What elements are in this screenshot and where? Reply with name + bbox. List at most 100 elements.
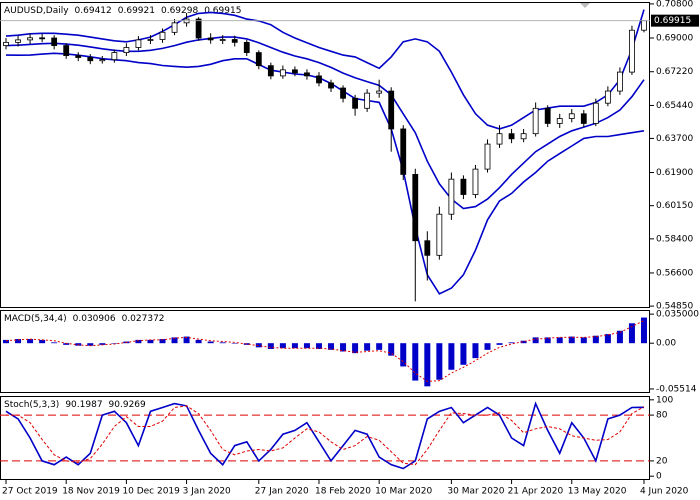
x-tick-label: 13 May 2020 (568, 487, 627, 497)
header-high: 0.69921 (118, 6, 155, 16)
candle-body (207, 37, 214, 41)
macd-bar (592, 335, 599, 344)
candle-body (51, 37, 58, 46)
candle-body (496, 133, 503, 145)
candle-body (568, 113, 575, 119)
candle-body (3, 41, 9, 46)
candle-body (340, 87, 346, 99)
candle-body (39, 37, 46, 40)
candle-body (123, 47, 130, 53)
macd-bar (448, 343, 455, 370)
panel-title: MACD(5,34,4) 0.030906 0.027372 (4, 314, 165, 324)
y-tick-label: 0.54850 (656, 302, 693, 312)
macd-bar (520, 340, 527, 344)
candle-body (508, 133, 515, 140)
y-tick-label: 0.035000 (656, 310, 699, 320)
macd-bar (364, 343, 371, 351)
candle-body (171, 22, 178, 33)
y-tick-label: -0.05514 (656, 384, 697, 394)
shift-arrow (580, 3, 590, 8)
candle-body (629, 29, 635, 73)
macd-bar (616, 330, 623, 344)
macd-bar (219, 342, 226, 344)
candle-body (460, 178, 467, 195)
macd-bar (556, 337, 563, 344)
y-tick-label: 0.65440 (656, 101, 693, 111)
macd-bar (3, 339, 10, 344)
candle-body (580, 113, 587, 124)
candle-body (159, 31, 166, 40)
panel-frame (0, 396, 650, 480)
y-tick-label: 0.56600 (656, 268, 693, 278)
bollinger-band (5, 36, 645, 210)
signal-line (5, 320, 645, 382)
y-tick-label: 20 (656, 456, 668, 466)
candle-body (292, 69, 298, 74)
macd-bar (255, 343, 262, 348)
y-tick-label: 80 (656, 411, 668, 421)
candle-body (27, 37, 33, 41)
macd-bar (328, 343, 335, 350)
header-close: 0.69915 (204, 6, 241, 16)
candle-body (87, 57, 94, 62)
candle-body (231, 39, 238, 43)
macd-bar (424, 343, 431, 387)
x-tick-label: 21 Apr 2020 (508, 487, 564, 497)
y-tick-label: 100 (656, 395, 673, 405)
stoch-signal (6, 405, 645, 466)
macd-bar (243, 343, 250, 345)
y-tick-label: 0.63700 (656, 134, 693, 144)
macd-bar (183, 336, 190, 344)
macd-bar (376, 343, 383, 350)
candle-body (63, 45, 70, 57)
candle-body (604, 90, 611, 104)
candle-body (304, 72, 310, 77)
indicator-name: AUDUSD,Daily (4, 6, 69, 16)
x-tick-label: 27 Jan 2020 (255, 487, 309, 497)
macd-bar (171, 337, 178, 344)
candle-body (255, 52, 262, 67)
macd-bar (604, 334, 611, 344)
header-value: 90.9269 (109, 400, 146, 410)
macd-bar (27, 339, 34, 344)
stoch-main (5, 401, 645, 470)
candle-body (400, 128, 407, 175)
candle-body (472, 168, 479, 195)
macd-bar (544, 337, 551, 344)
panel-frame (0, 2, 650, 308)
macd-bar (436, 343, 443, 380)
macd-bar (340, 343, 347, 352)
macd-bar (15, 339, 22, 344)
macd-bar (279, 343, 286, 349)
price-tag-label: 0.69915 (654, 16, 691, 26)
candle-body (243, 41, 250, 53)
candle-body (424, 240, 431, 256)
y-tick-label: 0.67220 (656, 67, 693, 77)
macd-bar (267, 343, 274, 350)
candle-body (544, 107, 551, 124)
macd-bar (580, 337, 587, 344)
y-tick-label: 0.00 (656, 339, 676, 349)
x-tick-label: 27 Oct 2019 (2, 487, 58, 497)
candle-body (135, 39, 142, 48)
macd-bar (111, 343, 118, 344)
header-open: 0.69412 (75, 6, 112, 16)
macd-bar (159, 339, 166, 344)
macd-bar (39, 339, 46, 344)
candle-body (147, 39, 154, 41)
indicator-name: MACD(5,34,4) (4, 314, 67, 324)
y-tick-label: 0.60150 (656, 201, 693, 211)
candle-body (388, 90, 395, 130)
macd-bar (135, 339, 142, 344)
macd-bar (400, 343, 407, 367)
candle-body (617, 71, 623, 92)
panel-title: Stoch(5,3,3) 90.1987 90.9269 (4, 400, 146, 410)
candle-body (376, 90, 383, 94)
candle-body (641, 20, 647, 31)
candle-body (412, 174, 419, 242)
candle-body (352, 97, 358, 109)
macd-bar (532, 337, 539, 344)
macd-bar (63, 343, 70, 345)
x-tick-label: 4 Jun 2020 (640, 487, 689, 497)
